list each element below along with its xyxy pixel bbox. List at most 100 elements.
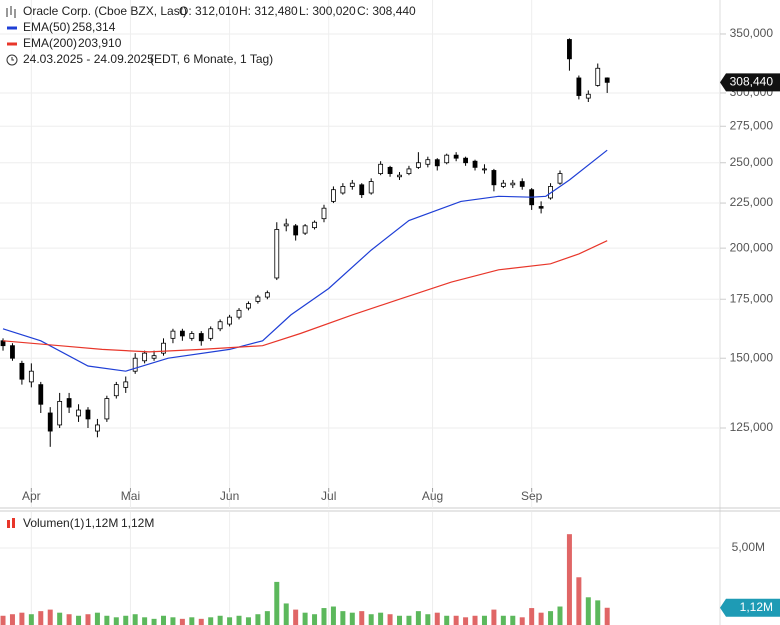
candle [425,156,431,168]
candle-body [255,296,261,302]
plot: 308,440 1,12M [0,38,780,625]
volume-bar [415,611,421,625]
volume-bar [576,577,582,625]
candle-body [208,328,214,339]
candle [472,159,478,171]
volume-bar [585,597,591,625]
volume-bar [179,618,185,625]
candle [151,350,157,361]
ohlc-high: H: 312,480 [239,4,298,18]
candle-body [491,170,497,186]
candle-body [576,77,582,96]
volume-bar [340,611,346,625]
candle [132,353,138,374]
ohlc-close: C: 308,440 [357,4,416,18]
candle-body [217,321,223,330]
candle-body [453,154,459,159]
volume-icon [7,520,10,528]
candle [38,381,44,413]
candle [453,152,459,162]
candle-body [198,333,204,342]
candle-body [519,181,525,187]
candle-body [415,162,421,168]
volume-bar [387,614,393,625]
volume-bar [161,615,167,625]
x-tick-label: Jun [220,489,239,503]
volume-bar [566,534,572,625]
candle-body [132,357,138,372]
candle-body [567,39,572,60]
date-range: 24.03.2025 - 24.09.2025 [23,52,154,66]
candle-body [142,352,148,362]
candle [519,178,525,190]
x-tick-label: Jul [321,489,336,503]
candle-body [510,182,516,186]
candle-body [170,330,176,339]
candle [95,418,100,438]
y-tick-label: 200,000 [730,240,774,254]
volume-bar [510,615,516,625]
candle-body [500,182,506,187]
candle [142,350,148,364]
candle [123,376,129,393]
candle [434,158,440,171]
candle [19,360,25,385]
candle [491,168,497,192]
volume-bar [85,614,91,625]
candle-body [349,182,355,187]
candle-body [293,225,299,236]
candle [567,38,572,71]
volume-bar [198,618,204,625]
volume-bar [19,612,25,625]
candle-body [302,225,308,234]
candle [28,363,34,388]
volume-bar [94,612,100,625]
volume-bar [538,612,544,625]
candle-body [387,166,393,175]
candle [444,153,450,165]
volume-bar [283,603,289,625]
candle [10,343,15,361]
chart-icon [6,6,16,18]
candle [595,63,601,87]
volume-bar [604,607,610,625]
candle [274,222,280,281]
candle [387,165,393,177]
volume-bar [425,614,431,625]
candle-body [227,316,232,325]
candle [236,308,242,320]
candle [538,201,544,214]
candle [406,165,412,176]
volume-bar [236,615,242,625]
candle [113,381,119,399]
volume-bar [330,606,336,625]
volume-bar [481,615,487,625]
volume-bar [189,617,195,625]
candle [312,220,317,230]
range-note: (EDT, 6 Monate, 1 Tag) [150,52,273,66]
volume-bar [123,615,129,625]
candle [293,224,299,241]
y-tick-label: 5,00M [732,540,765,554]
volume-bar [293,609,299,625]
candle-body [113,384,119,397]
volume-icon [12,518,15,528]
candle-body [151,355,157,359]
ema-line [2,240,608,353]
y-tick-label: 125,000 [730,420,774,434]
candle [463,156,468,166]
candle [179,328,185,341]
ohlc-open: O: 312,010 [179,4,239,18]
volume-bar [378,612,384,625]
candle-body [368,181,374,194]
legend-value: 258,314 [72,20,116,34]
candle-body [585,93,591,99]
candle [604,77,610,93]
candle [85,407,91,428]
volume-bar [0,615,6,625]
volume-bar [132,614,138,625]
x-tick-label: Aug [422,489,443,503]
candle [331,186,336,204]
legend-label: EMA(200) [23,36,77,50]
